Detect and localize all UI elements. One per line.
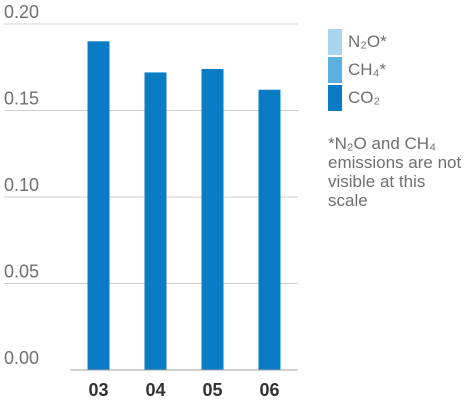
- legend-swatch-ch4: [328, 57, 342, 83]
- legend-label-n2o: N₂O*: [348, 32, 387, 51]
- bars: [87, 41, 281, 371]
- legend-swatch-n2o: [328, 29, 342, 55]
- bar-05-series-2: [201, 68, 224, 370]
- legend-item-n2o: N₂O*: [328, 28, 387, 56]
- legend-label-co2: CO₂: [348, 88, 381, 107]
- x-tick-label-03: 03: [88, 380, 108, 400]
- y-tick-label: 0.20: [4, 2, 39, 22]
- y-axis-tick-labels: 0.00 0.05 0.10 0.15 0.20: [4, 2, 39, 368]
- chart-footnote: *N₂O and CH₄ emissions are not visible a…: [328, 134, 462, 210]
- bar-06-series-2: [258, 89, 281, 371]
- legend-item-co2: CO₂: [328, 84, 387, 112]
- bar-03-series-2: [87, 41, 110, 371]
- x-axis-tick-labels: 03 04 05 06: [88, 380, 279, 400]
- legend-swatch-co2: [328, 85, 342, 111]
- y-tick-label: 0.00: [4, 348, 39, 368]
- y-tick-label: 0.10: [4, 175, 39, 195]
- x-tick-label-05: 05: [202, 380, 222, 400]
- y-tick-label: 0.05: [4, 262, 39, 282]
- x-tick-label-04: 04: [145, 380, 165, 400]
- legend: N₂O* CH₄* CO₂: [328, 28, 387, 112]
- legend-label-ch4: CH₄*: [348, 60, 387, 79]
- x-tick-label-06: 06: [259, 380, 279, 400]
- y-tick-label: 0.15: [4, 89, 39, 109]
- bar-04-series-2: [144, 72, 167, 370]
- legend-item-ch4: CH₄*: [328, 56, 387, 84]
